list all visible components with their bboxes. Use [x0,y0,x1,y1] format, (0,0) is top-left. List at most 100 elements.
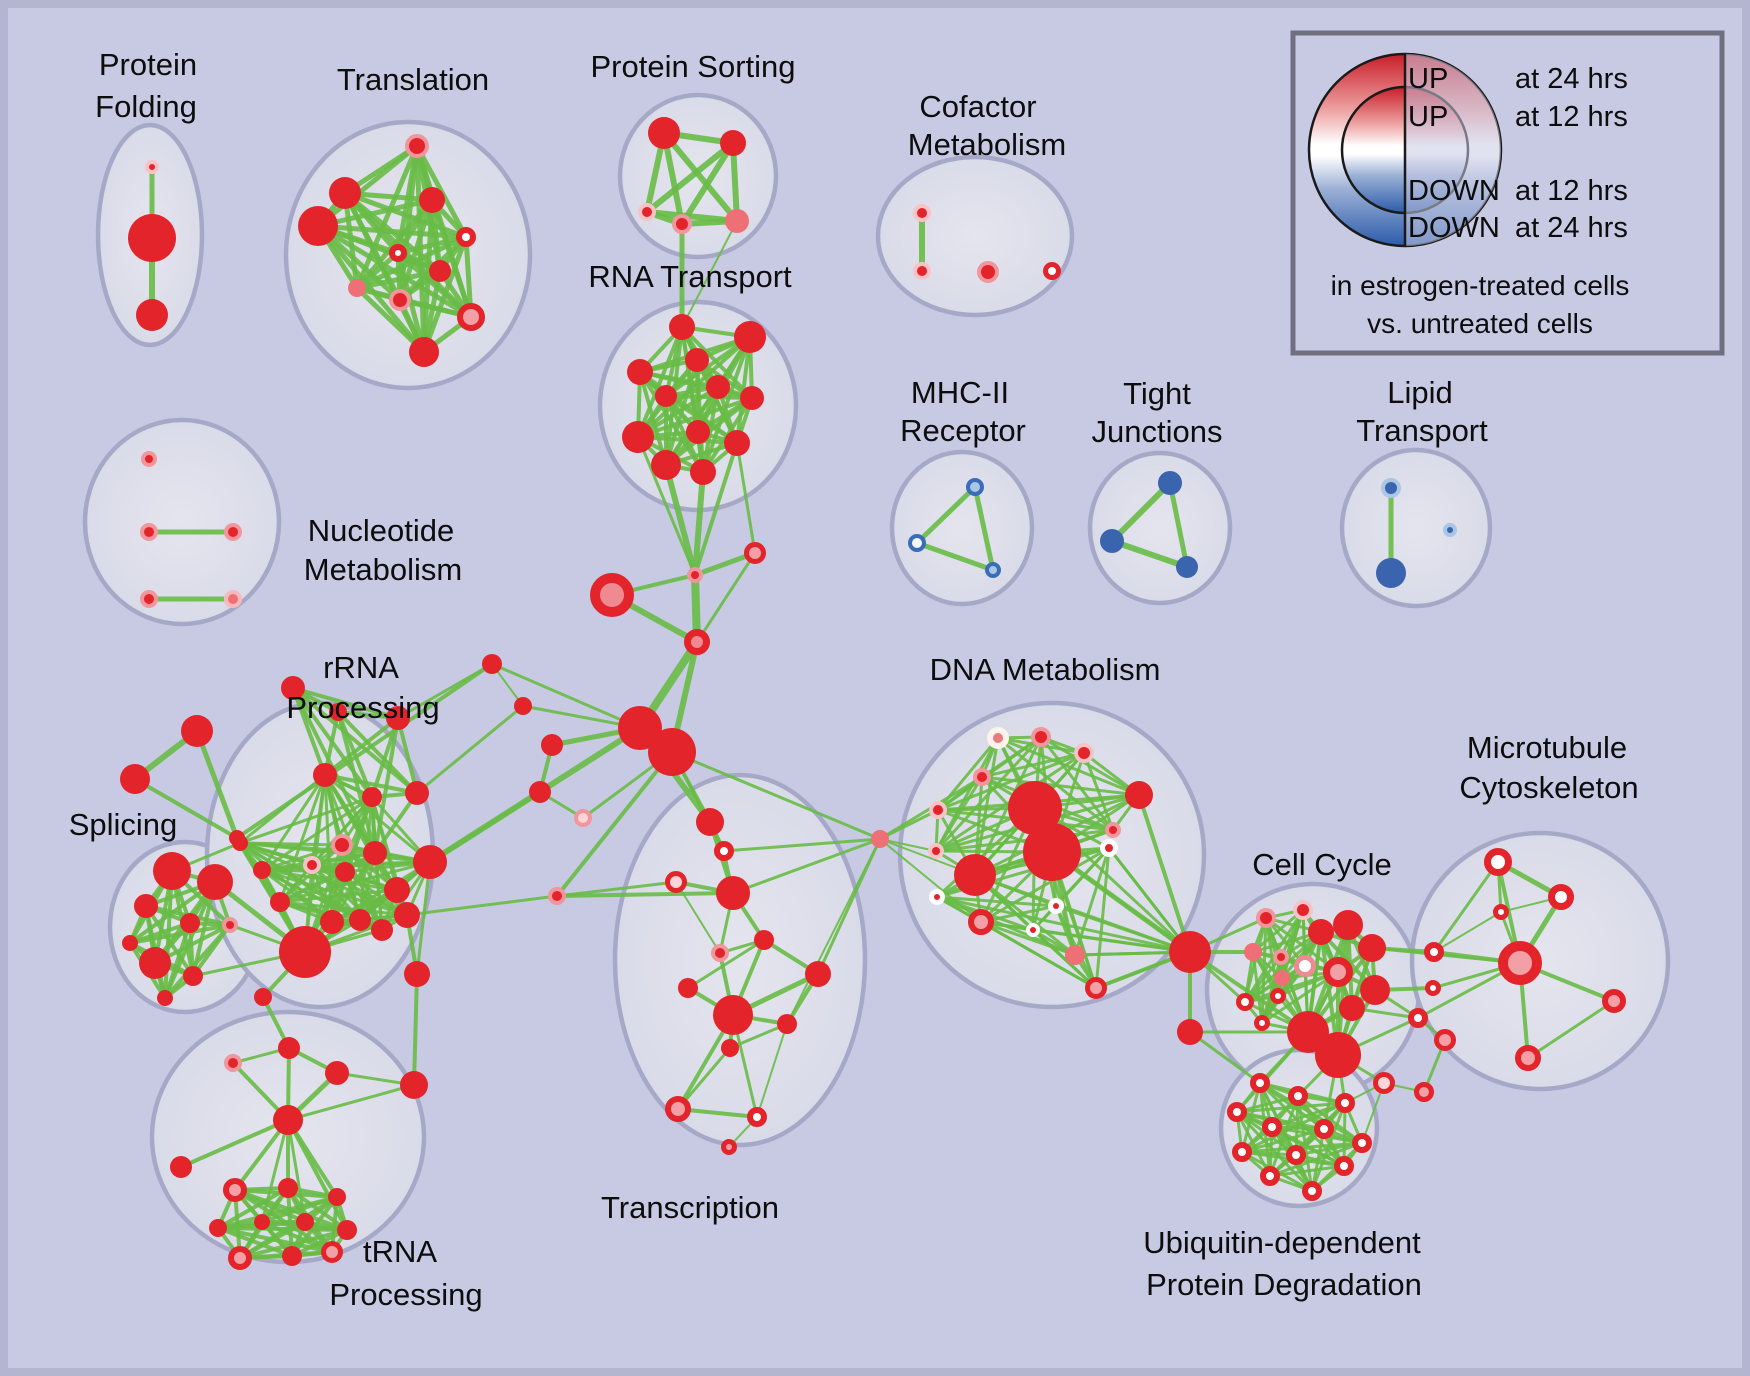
network-edge [238,795,374,845]
network-node-dm8 [1008,781,1062,835]
network-node-dm11 [1100,839,1118,857]
network-node-ub9 [1286,1145,1306,1165]
network-node-tx9 [713,995,753,1035]
network-node-tr8 [296,1213,314,1231]
network-node-tr10 [228,1246,252,1270]
network-edge [979,846,1111,924]
network-node-tx15 [721,1139,737,1155]
network-node-ub8 [1232,1142,1252,1162]
network-node-sp8 [183,966,203,986]
network-node-tx2 [714,841,734,861]
network-node-spt2 [120,764,150,794]
network-node-spt1 [181,715,213,747]
network-node-tx7 [711,944,729,962]
network-node-mt2 [1548,884,1574,910]
network-node-sp9 [157,990,173,1006]
network-node-mt3 [1493,904,1509,920]
network-edge [1031,928,1192,954]
network-node-sp6 [122,935,138,951]
network-edge [1188,1030,1262,1085]
cluster-label-mhc-ii-receptor: Receptor [900,413,1026,448]
network-edge [415,860,432,976]
network-edge [278,860,432,904]
network-edge [692,469,706,578]
network-edge [260,1220,334,1254]
network-node-bc5 [1373,1072,1395,1094]
network-node-ps3 [638,203,656,221]
network-node-dm4 [973,768,991,786]
network-node-rr17 [270,892,290,912]
network-node-sp2 [197,864,233,900]
network-edge [980,775,1141,797]
network-node-dm1 [987,727,1009,749]
network-edge [670,750,882,841]
network-node-ps2 [720,130,746,156]
network-node-st7 [541,734,563,756]
network-edge [996,736,1141,797]
network-node-dm18 [1105,822,1121,838]
network-edge [315,223,469,240]
network-node-ub4 [1227,1102,1247,1122]
network-node-pf1 [145,160,159,174]
legend-direction-0: UP [1408,63,1448,95]
network-node-tx6 [754,930,774,950]
network-node-tl8 [348,279,366,297]
network-edge [979,920,1077,957]
network-node-cc5 [1294,955,1316,977]
network-edge [354,285,427,355]
network-edge [144,904,195,978]
network-node-rt4 [685,348,709,372]
network-edge [1342,1101,1347,1168]
network-node-tj1 [1158,471,1182,495]
network-node-rt11 [651,450,681,480]
network-edge [342,190,469,240]
network-edge [323,716,400,777]
network-node-tl3 [419,187,445,213]
network-node-cc2 [1293,900,1313,920]
network-node-nm2 [140,523,158,541]
network-node-tx13 [665,1096,691,1122]
network-node-rt10 [724,430,750,456]
network-node-mh3 [985,562,1001,578]
network-node-rt8 [622,421,654,453]
network-node-mt1 [1484,848,1512,876]
network-node-cc14 [1360,975,1390,1005]
network-edge [1251,908,1305,954]
network-node-trh [273,1105,303,1135]
network-edge [291,686,400,720]
network-node-rr19 [232,835,248,851]
network-edge [1370,946,1522,965]
network-node-dm12 [1125,781,1153,809]
network-node-dm17 [1085,977,1107,999]
network-node-tl2 [329,177,361,209]
network-node-tl11 [409,337,439,367]
network-edge [1094,846,1111,990]
network-edge [1031,928,1098,990]
network-edge [735,441,757,555]
network-node-tl4 [298,206,338,246]
network-edge [1137,793,1192,954]
network-edge [914,540,996,573]
network-node-dm13 [929,889,945,905]
network-node-sp7 [139,947,171,979]
network-node-rr21 [278,1037,300,1059]
network-edge [644,140,736,215]
network-node-db1 [871,830,889,848]
network-node-rr10 [363,841,387,865]
network-edge [661,130,740,224]
network-edge [679,140,736,227]
network-edge [1109,538,1190,570]
cluster-ellipse-lipid-transport [1339,447,1493,609]
network-node-st8 [529,781,551,803]
cluster-label-translation: Translation [337,62,489,97]
network-edge [395,250,474,320]
network-node-st1 [687,567,703,583]
network-node-rr4 [313,763,337,787]
network-node-rt12 [690,459,716,485]
network-node-cc15 [1339,995,1365,1021]
network-node-dm21 [1177,1019,1203,1045]
network-node-rt2 [734,321,766,353]
network-node-cc8 [1236,993,1254,1011]
network-node-mt4 [1498,941,1542,985]
cluster-ellipse-nucleotide-metabolism [82,417,282,627]
